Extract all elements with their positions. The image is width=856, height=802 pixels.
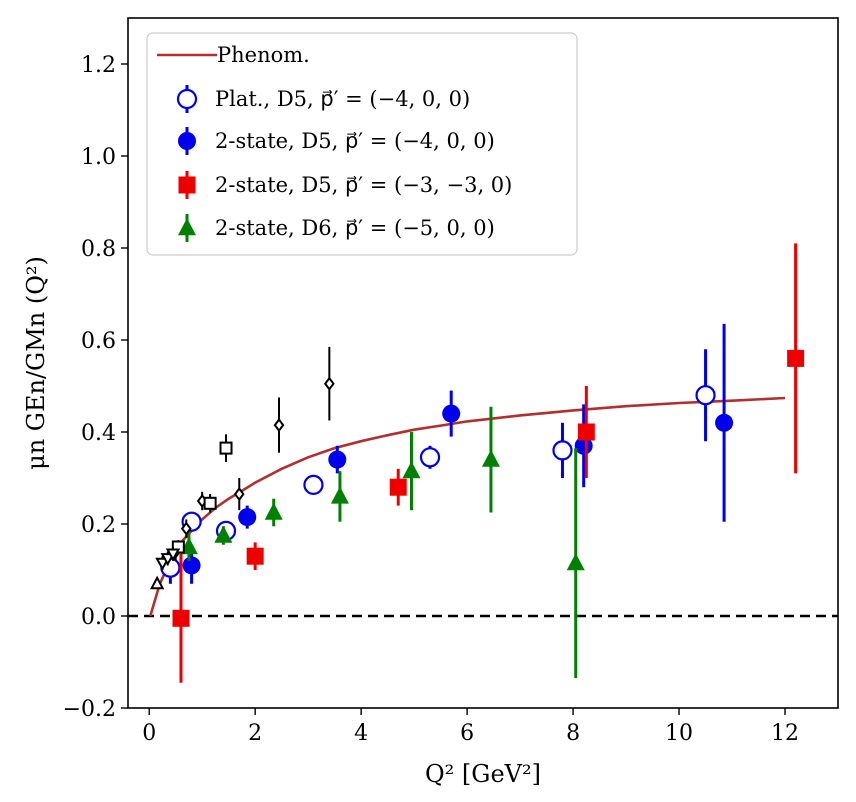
x-tick-label: 8 [566,721,580,746]
plot-frame [127,17,839,709]
data-point [330,486,349,504]
y-tick-label: 0.2 [81,513,116,538]
x-tick-label: 6 [460,721,474,746]
data-point [402,461,421,479]
data-point [219,441,233,455]
data-point [246,547,264,565]
data-point [389,478,407,496]
data-point [328,450,347,469]
y-tick-label: 0.6 [81,329,116,354]
x-tick-label: 12 [771,721,799,746]
phenom-curve [149,396,786,617]
data-point [149,575,165,590]
data-point [214,525,233,543]
legend-label: 2-state, D6, p⃗′ = (−5, 0, 0) [215,216,495,240]
data-point [165,548,181,562]
data-point [787,349,805,367]
y-tick-label: 0.8 [81,237,116,262]
y-tick-label: 0.4 [81,421,116,446]
x-tick-label: 0 [142,721,156,746]
x-tick-label: 10 [665,721,693,746]
data-point [203,496,217,510]
data-point [419,447,441,468]
legend-marker [178,218,196,236]
data-point [552,440,573,461]
series-2 [182,323,734,584]
y-tick-label: −0.2 [63,697,116,722]
data-point [715,413,734,432]
data-point [264,502,283,520]
y-axis-label: μn GEn/GMn (Q²) [22,256,50,470]
legend-box [146,32,578,256]
legend-label: Phenom. [217,43,310,67]
data-point [238,508,257,527]
data-point [303,474,324,495]
data-point [273,417,285,433]
legend-marker [178,176,196,194]
data-point [566,553,585,571]
series-4 [179,406,585,679]
data-point [481,449,500,467]
legend-marker [178,132,196,150]
series-3 [172,243,805,683]
x-tick-label: 2 [248,721,262,746]
data-point [577,423,595,441]
data-point [323,376,335,391]
data-point [695,385,716,406]
legend-marker [176,88,198,110]
series-8 [149,575,165,590]
data-point [180,521,192,536]
y-tick-label: 1.2 [81,53,116,78]
data-point [172,609,190,627]
legend-label: 2-state, D5, p⃗′ = (−3, −3, 0) [215,173,512,197]
data-point [233,486,245,502]
data-point [574,436,593,455]
legend-label: Plat., D5, p⃗′ = (−4, 0, 0) [215,87,470,111]
x-axis-label: Q² [GeV²] [425,760,541,788]
y-tick-label: 1.0 [81,145,116,170]
data-point [442,404,461,423]
series-7 [155,547,181,571]
y-tick-label: 0.0 [81,605,116,630]
legend-label: 2-state, D5, p⃗′ = (−4, 0, 0) [215,129,495,153]
data-point [182,556,201,575]
x-tick-label: 4 [354,721,368,746]
